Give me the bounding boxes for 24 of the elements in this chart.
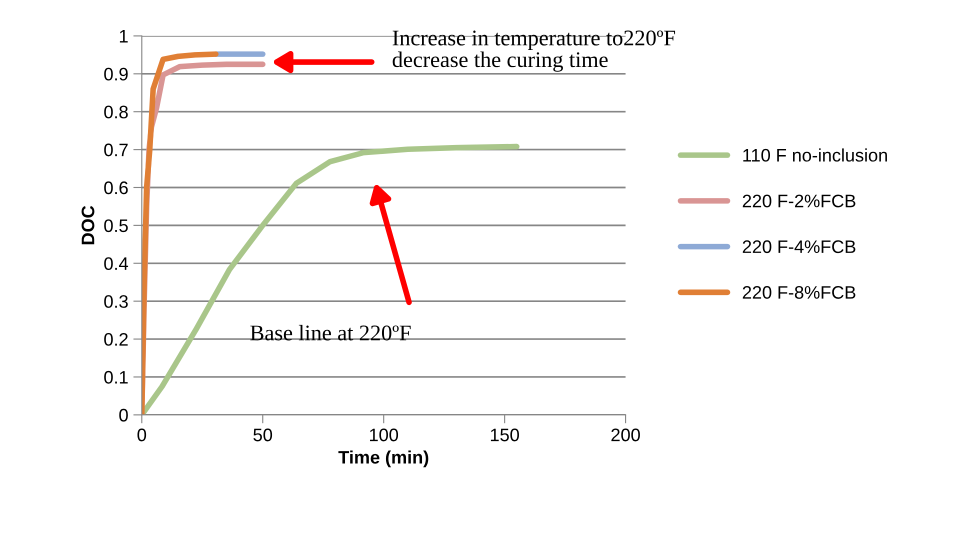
annotation: Base line at 220ºF: [250, 324, 411, 340]
legend-label: 220 F-4%FCB: [742, 240, 856, 254]
y-tick-label: 0.2: [104, 333, 128, 346]
x-tick-label: 50: [253, 428, 272, 442]
x-tick-label: 0: [137, 428, 146, 442]
y-tick-label: 0.6: [104, 181, 128, 194]
x-tick-label: 150: [490, 428, 519, 442]
legend-label: 220 F-2%FCB: [742, 194, 856, 208]
y-tick-label: 0.1: [104, 370, 128, 384]
y-tick-label: 1: [120, 30, 128, 42]
x-tick-label: 200: [611, 428, 640, 442]
annotation: Increase in temperature to220ºF decrease the curing time: [392, 30, 676, 72]
x-tick-label: 100: [370, 428, 398, 442]
y-tick-label: 0.4: [104, 257, 128, 270]
y-tick-label: 0.9: [104, 68, 128, 81]
y-tick-label: 0.5: [104, 219, 128, 232]
y-tick-label: 0.7: [104, 144, 128, 156]
x-axis-title: Time (min): [338, 450, 428, 468]
legend-label: 110 F no-inclusion: [743, 148, 887, 162]
y-tick-label: 0: [119, 408, 128, 422]
y-tick-label: 0.3: [104, 295, 128, 308]
y-tick-label: 0.8: [104, 106, 128, 118]
y-axis-title: DOC: [82, 206, 94, 244]
legend-label: 220 F-8%FCB: [742, 286, 856, 299]
